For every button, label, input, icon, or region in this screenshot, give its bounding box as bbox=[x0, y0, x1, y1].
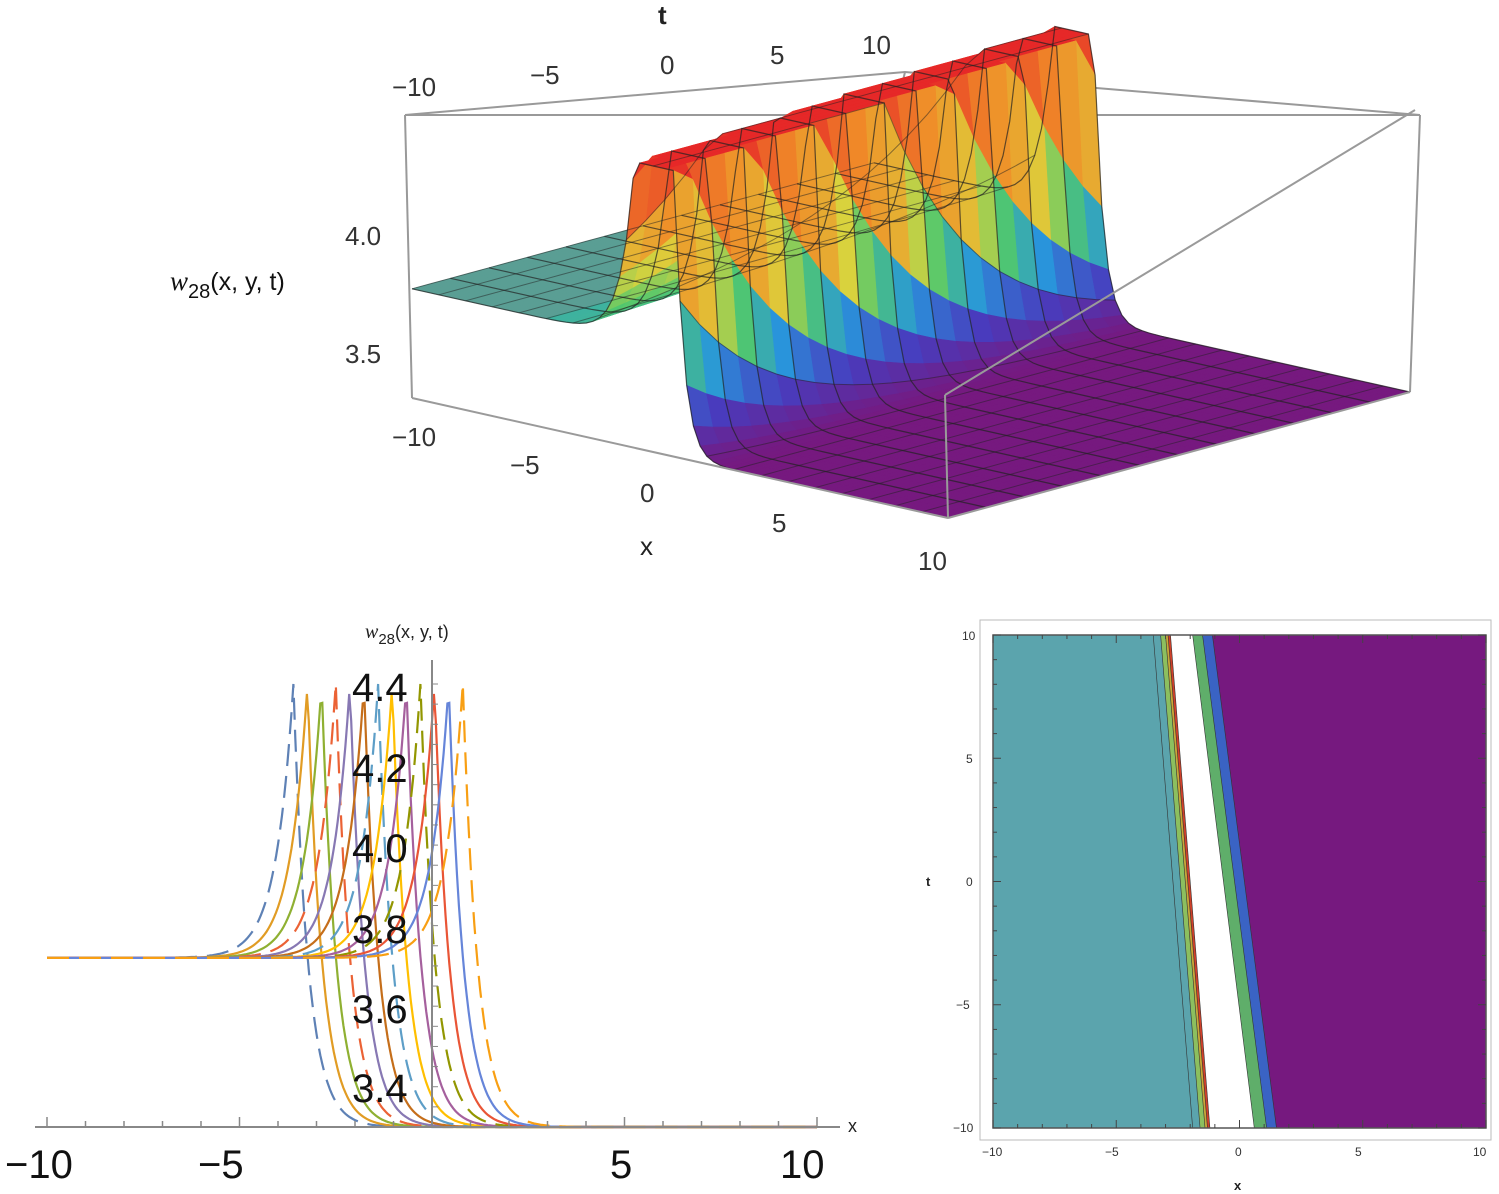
t-tick-label: 0 bbox=[660, 50, 674, 80]
y-axis-label-args: (x, y, t) bbox=[395, 622, 449, 642]
x-axis-label: x bbox=[1234, 1178, 1242, 1193]
mesh-line-t bbox=[599, 27, 1062, 319]
y-tick-label: 4.4 bbox=[352, 666, 408, 710]
x-tick-label: 5 bbox=[610, 1143, 632, 1187]
x-tick-label: −10 bbox=[392, 422, 436, 452]
x-tick-label: 5 bbox=[1355, 1145, 1362, 1159]
t-tick-label: 10 bbox=[862, 30, 891, 60]
mesh-line-t bbox=[465, 174, 928, 302]
line-ticks bbox=[46, 683, 818, 1128]
contour-bands bbox=[993, 634, 1487, 1129]
y-tick-label: 10 bbox=[962, 629, 976, 643]
t-tick-label: 5 bbox=[770, 40, 784, 70]
mesh-line-t bbox=[813, 361, 1277, 489]
x-axis-label: x bbox=[640, 531, 653, 561]
t-tick-label: −5 bbox=[530, 60, 560, 90]
y-tick-label: −10 bbox=[953, 1121, 974, 1135]
t-tick-label: −10 bbox=[392, 72, 436, 102]
mesh-line-t bbox=[626, 33, 1089, 241]
mesh-line-t bbox=[760, 349, 1223, 477]
x-tick-label: 5 bbox=[772, 508, 786, 538]
x-tick-label: 10 bbox=[1473, 1145, 1487, 1159]
y-tick-label: 3.8 bbox=[352, 908, 408, 952]
y-tick-label: 3.4 bbox=[352, 1067, 408, 1111]
x-tick-label: −10 bbox=[982, 1145, 1003, 1159]
z-axis-label-sub: 28 bbox=[188, 281, 210, 303]
y-axis-label: t bbox=[926, 874, 931, 889]
mesh-line-t bbox=[679, 300, 1143, 386]
x-tick-label: 0 bbox=[1235, 1145, 1242, 1159]
x-tick-label: 10 bbox=[918, 546, 947, 576]
y-tick-label: 4.0 bbox=[352, 827, 408, 871]
mesh-line-t bbox=[894, 379, 1357, 507]
mesh-line-t bbox=[572, 154, 1036, 324]
y-axis-label-sub: 28 bbox=[378, 631, 395, 648]
mesh-line-t bbox=[545, 186, 1009, 320]
x-tick-label: 0 bbox=[640, 478, 654, 508]
mesh-line-t bbox=[787, 355, 1250, 483]
mesh-line-t bbox=[840, 367, 1303, 495]
t-axis-label: t bbox=[658, 0, 667, 30]
mesh-line-t bbox=[492, 180, 955, 308]
y-tick-label: 0 bbox=[966, 875, 973, 889]
contour-plot: −10 −5 0 5 10 10 5 0 −5 −10 x t bbox=[926, 619, 1492, 1193]
mesh-line-t bbox=[867, 373, 1330, 501]
z-axis-label-base: w bbox=[170, 266, 188, 296]
y-axis-label: w28(x, y, t) bbox=[365, 621, 449, 648]
x-tick-label: −10 bbox=[5, 1143, 73, 1187]
surface-layer bbox=[411, 25, 1411, 519]
x-tick-label: −5 bbox=[510, 450, 540, 480]
mesh-line-t bbox=[411, 162, 875, 290]
mesh-line-t bbox=[519, 185, 982, 314]
surface-3d-plot: −10 −5 0 5 10 t 4.0 3.5 w28(x, y, t) −10… bbox=[170, 0, 1421, 576]
z-axis-label-args: (x, y, t) bbox=[210, 268, 285, 296]
y-tick-label: 4.2 bbox=[352, 747, 408, 791]
bounding-box-front bbox=[411, 109, 1416, 519]
x-tick-label: −5 bbox=[1105, 1145, 1119, 1159]
y-tick-label: 5 bbox=[966, 752, 973, 766]
z-axis-label: w28(x, y, t) bbox=[170, 266, 285, 303]
x-tick-label: −5 bbox=[198, 1143, 244, 1187]
mesh-line-t bbox=[733, 343, 1196, 471]
contour-frame-outer bbox=[979, 619, 1492, 1141]
y-tick-label: 3.6 bbox=[352, 988, 408, 1032]
mesh-line-t bbox=[921, 385, 1384, 513]
mesh-line-t bbox=[438, 168, 901, 296]
z-tick-label: 4.0 bbox=[345, 221, 381, 251]
mesh-line-t bbox=[706, 337, 1169, 457]
z-tick-label: 3.5 bbox=[345, 339, 381, 369]
contour-ticks bbox=[992, 634, 1487, 1129]
y-tick-label: −5 bbox=[956, 998, 970, 1012]
mesh-line-t bbox=[653, 102, 1116, 301]
x-tick-label: 10 bbox=[780, 1143, 825, 1187]
x-axis-label: x bbox=[848, 1116, 857, 1136]
line-plot: w28(x, y, t) x −10 −5 5 10 4.4 4.2 4.0 3… bbox=[5, 621, 857, 1187]
y-axis-label-base: w bbox=[365, 621, 379, 643]
